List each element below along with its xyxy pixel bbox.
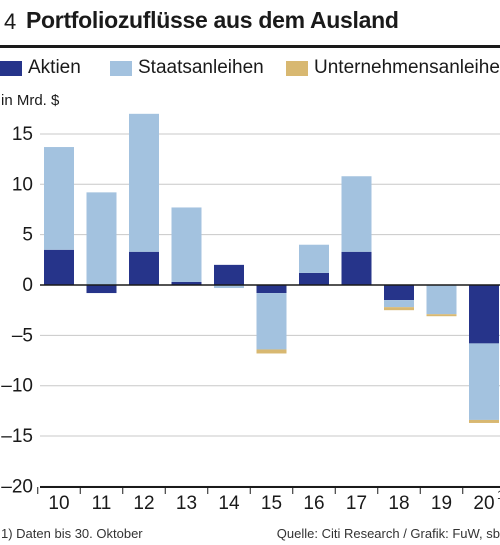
x-tick-label: 11: [92, 493, 112, 514]
x-tick-label: 16: [303, 493, 324, 514]
bar-staatsanleihen-13: [171, 207, 202, 282]
bar-staatsanleihen-17: [341, 176, 372, 252]
legend-label-aktien: Aktien: [28, 57, 81, 78]
legend-swatch-unternehmensanleihen: [286, 60, 308, 76]
y-tick-label: –15: [1, 426, 33, 447]
bar-unternehmensanleihen-18: [384, 307, 414, 311]
legend-item-staatsanleihen: Staatsanleihen: [110, 55, 264, 81]
bar-aktien-12: [129, 251, 159, 285]
chart-title: Portfoliozuflüsse aus dem Ausland: [26, 7, 399, 33]
y-tick-label: 5: [22, 225, 33, 246]
bar-staatsanleihen-19: [426, 285, 457, 315]
x-tick-footnote: 1: [497, 488, 500, 502]
bar-staatsanleihen-15: [256, 293, 287, 350]
bar-unternehmensanleihen-19: [426, 314, 457, 317]
bar-staatsanleihen-14: [214, 285, 244, 289]
y-tick-label: –20: [1, 476, 33, 497]
x-tick-label: 17: [346, 493, 367, 514]
unit-label: in Mrd. $: [1, 92, 60, 109]
legend-swatch-staatsanleihen: [110, 60, 132, 76]
bar-staatsanleihen-16: [299, 244, 329, 273]
bar-aktien-18: [384, 285, 414, 301]
y-tick-label: –5: [12, 325, 33, 346]
legend-swatch-aktien: [0, 60, 22, 76]
x-tick-label: 18: [388, 493, 409, 514]
bar-staatsanleihen-10: [44, 147, 74, 250]
x-tick-label: 12: [133, 493, 154, 514]
source-credit: Quelle: Citi Research / Grafik: FuW, sb: [276, 526, 500, 541]
title-rule: [0, 45, 500, 48]
bar-staatsanleihen-11: [86, 192, 117, 285]
legend: Aktien Staatsanleihen Unternehmensanleih…: [0, 55, 500, 81]
bar-aktien-13: [171, 281, 202, 285]
x-tick-label: 19: [431, 493, 452, 514]
y-tick-label: –10: [1, 376, 33, 397]
x-tick-label: 10: [48, 493, 69, 514]
bar-staatsanleihen-18: [384, 300, 414, 308]
bar-aktien-17: [341, 251, 372, 285]
y-tick-label: 10: [12, 174, 33, 195]
legend-item-unternehmensanleihen: Unternehmensanleihen: [286, 55, 500, 81]
chart-header: 4 Portfoliozuflüsse aus dem Ausland: [0, 0, 500, 46]
bar-aktien-14: [214, 264, 244, 285]
y-tick-label: 15: [12, 124, 33, 145]
bar-unternehmensanleihen-20: [469, 419, 499, 423]
legend-label-unternehmensanleihen: Unternehmensanleihen: [314, 57, 500, 78]
bar-aktien-10: [44, 249, 74, 285]
legend-item-aktien: Aktien: [0, 55, 81, 81]
footnote: 1) Daten bis 30. Oktober: [1, 526, 143, 541]
bar-unternehmensanleihen-15: [256, 349, 287, 354]
bar-staatsanleihen-20: [469, 343, 499, 420]
bar-aktien-11: [86, 285, 117, 294]
y-tick-label: 0: [22, 275, 33, 296]
figure-number: 4: [4, 9, 17, 34]
bar-staatsanleihen-12: [129, 113, 159, 252]
x-tick-label: 13: [176, 493, 197, 514]
x-tick-label: 20: [473, 493, 494, 514]
bar-aktien-20: [469, 285, 499, 344]
bar-aktien-16: [299, 272, 329, 285]
x-tick-label: 14: [218, 493, 240, 514]
bar-aktien-15: [256, 285, 287, 294]
legend-label-staatsanleihen: Staatsanleihen: [138, 57, 264, 78]
x-tick-label: 15: [261, 493, 282, 514]
